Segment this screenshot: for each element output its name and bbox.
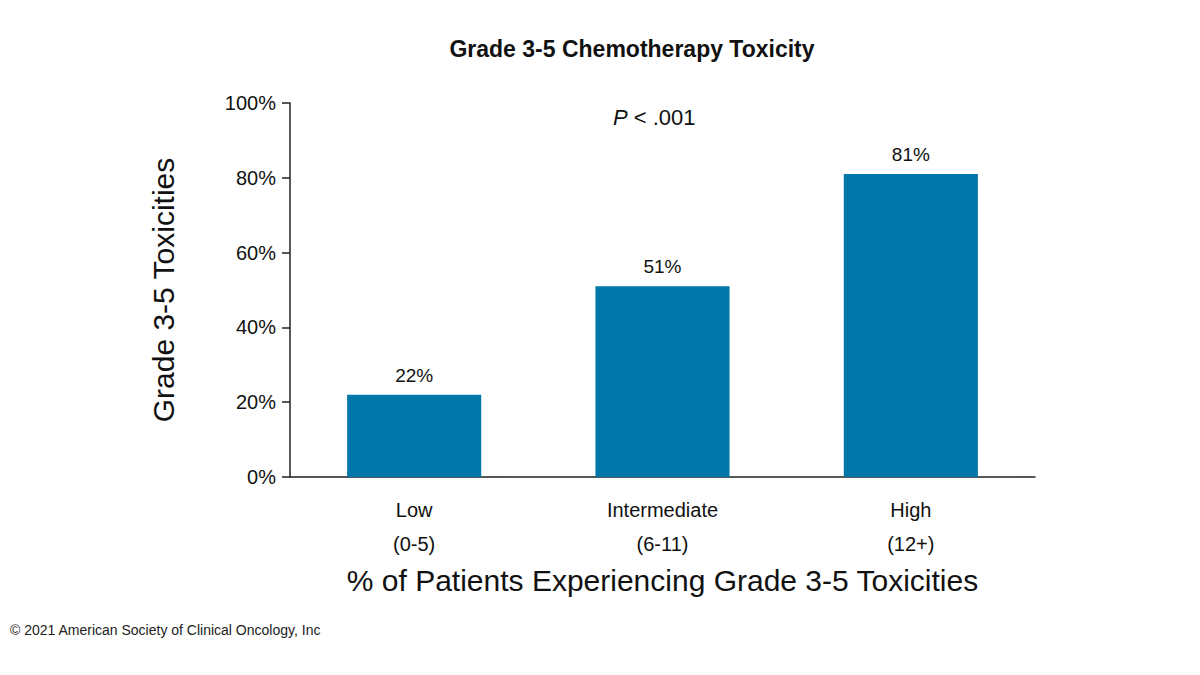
svg-text:40%: 40%	[236, 316, 276, 338]
svg-text:High: High	[890, 499, 931, 521]
svg-text:60%: 60%	[236, 242, 276, 264]
svg-text:81%: 81%	[892, 144, 930, 165]
svg-text:© 2021 American Society of Cli: © 2021 American Society of Clinical Onco…	[10, 622, 320, 638]
svg-text:100%: 100%	[225, 92, 276, 114]
svg-text:Intermediate: Intermediate	[607, 499, 718, 521]
svg-text:< .001: < .001	[628, 105, 696, 130]
svg-text:0%: 0%	[247, 466, 276, 488]
svg-text:80%: 80%	[236, 167, 276, 189]
svg-text:P: P	[613, 105, 628, 130]
svg-text:(0-5): (0-5)	[393, 533, 435, 555]
svg-text:20%: 20%	[236, 391, 276, 413]
svg-text:51%: 51%	[643, 256, 681, 277]
svg-text:Low: Low	[396, 499, 433, 521]
svg-text:(6-11): (6-11)	[637, 533, 689, 555]
svg-text:22%: 22%	[395, 365, 433, 386]
svg-text:Grade 3-5 Toxicities: Grade 3-5 Toxicities	[147, 158, 180, 423]
svg-text:% of Patients Experiencing Gra: % of Patients Experiencing Grade 3-5 Tox…	[347, 564, 978, 597]
svg-text:Grade 3-5 Chemotherapy Toxicit: Grade 3-5 Chemotherapy Toxicity	[449, 36, 814, 62]
svg-text:(12+): (12+)	[887, 533, 934, 555]
